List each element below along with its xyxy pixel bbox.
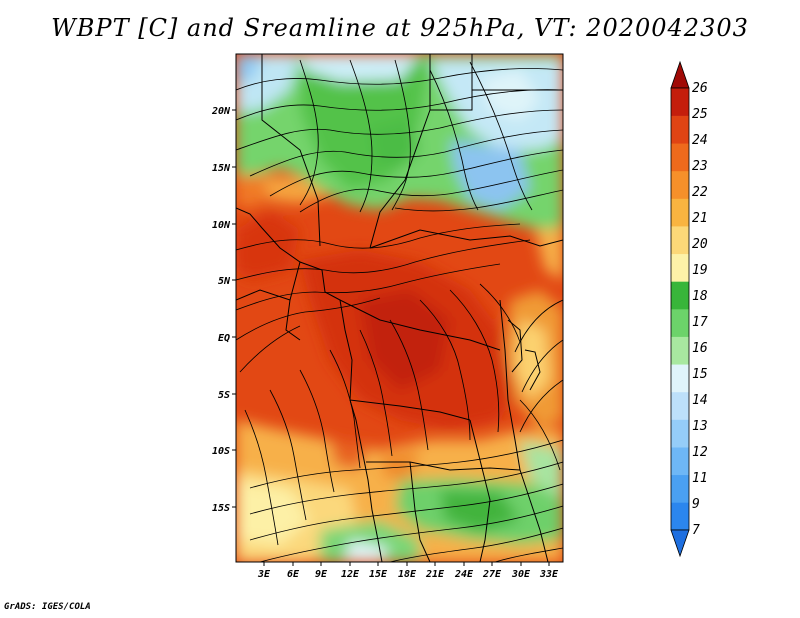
colorbar-label: 25 [692, 107, 708, 122]
lat-tick-label: EQ [218, 333, 230, 344]
colorbar-label: 19 [692, 263, 708, 278]
streamlines [236, 59, 563, 562]
lon-tick-label: 9E [315, 569, 328, 580]
colorbar-segment [671, 391, 689, 420]
colorbar-label: 24 [692, 133, 708, 148]
colorbar-top-arrow [670, 60, 690, 89]
colorbar-segment [671, 364, 689, 393]
latitude-axis: 20N 15N 10N 5N EQ 5S 10S 15S [211, 106, 236, 514]
colorbar-segment [671, 447, 689, 476]
lon-tick-label: 24E [454, 569, 474, 580]
colorbar-label: 20 [692, 237, 708, 252]
lon-tick-label: 33E [539, 569, 559, 580]
footer-credit: GrADS: IGES/COLA [4, 602, 91, 612]
colorbar-label: 17 [692, 315, 708, 330]
lon-tick-label: 12E [341, 569, 360, 580]
lon-tick-label: 30E [511, 569, 531, 580]
lon-tick-label: 3E [257, 569, 271, 580]
colorbar-label: 16 [692, 341, 708, 356]
colorbar-labels: 7 9 11 12 13 14 15 16 17 18 19 20 21 22 23 24 25 26 [692, 81, 708, 538]
colorbar-segment [671, 502, 689, 531]
lat-tick-label: 10S [212, 446, 230, 457]
lat-tick-label: 20N [211, 106, 231, 117]
longitude-axis: 3E 6E 9E 12E 15E 18E 21E 24E 27E 30E 33E [257, 562, 559, 580]
lat-tick-label: 5S [218, 390, 230, 401]
lat-tick-label: 5N [218, 276, 231, 287]
colorbar-segment [671, 474, 689, 503]
colorbar-label: 7 [692, 523, 700, 538]
lon-tick-label: 6E [287, 569, 300, 580]
lon-tick-label: 18E [398, 569, 417, 580]
colorbar-segment [671, 115, 689, 144]
colorbar-label: 12 [692, 445, 708, 460]
wbpt-shading [236, 54, 563, 562]
colorbar-segment [671, 281, 689, 310]
lat-tick-label: 10N [212, 220, 231, 231]
colorbar-label: 9 [692, 497, 700, 512]
colorbar-segment [671, 419, 689, 448]
colorbar-label: 18 [692, 289, 708, 304]
colorbar-label: 23 [692, 159, 708, 174]
colorbar-segment [671, 198, 689, 227]
colorbar-label: 11 [692, 471, 708, 486]
colorbar-segment [671, 88, 689, 116]
colorbar-segment [671, 336, 689, 365]
colorbar-label: 13 [692, 419, 708, 434]
lon-tick-label: 21E [425, 569, 445, 580]
lon-tick-label: 15E [369, 569, 388, 580]
lon-tick-label: 27E [482, 569, 502, 580]
colorbar-segment [671, 253, 689, 282]
colorbar-label: 15 [692, 367, 708, 382]
colorbar-label: 26 [692, 81, 708, 96]
colorbar-segment [671, 143, 689, 172]
map-frame [235, 53, 564, 563]
colorbar-label: 21 [692, 211, 708, 226]
colorbar-label: 22 [692, 185, 708, 200]
colorbar-segment [671, 309, 689, 337]
colorbar-bottom-arrow [670, 529, 690, 558]
country-borders [236, 54, 563, 562]
colorbar-segment [671, 170, 689, 199]
colorbar-segments [670, 87, 690, 531]
colorbar-label: 14 [692, 393, 708, 408]
map-title: WBPT [C] and Sreamline at 925hPa, VT: 20… [51, 14, 749, 42]
colorbar: 7 9 11 12 13 14 15 16 17 18 19 20 21 22 23 24 25 26 [670, 60, 708, 558]
colorbar-segment [671, 226, 689, 255]
lat-tick-label: 15N [212, 163, 231, 174]
lat-tick-label: 15S [212, 503, 230, 514]
